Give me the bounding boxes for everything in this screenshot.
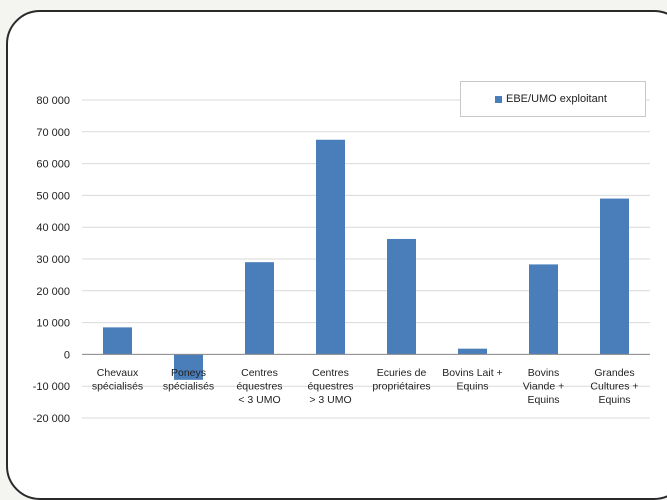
y-tick-label: -20 000 (33, 413, 70, 425)
bar (316, 139, 345, 355)
bar-chart: -20 000 -10 000 0 10 000 20 000 30 000 40 000 5… (33, 95, 650, 425)
y-tick-label: 50 000 (36, 190, 70, 202)
x-category-label: > 3 UMO (309, 394, 351, 406)
x-axis-category-labels: Chevaux spécialisés Poneys spécialisés Centr… (92, 367, 639, 406)
bar (103, 327, 132, 355)
x-category-label: Chevaux (97, 367, 139, 379)
bar (387, 238, 416, 355)
y-tick-label: 60 000 (36, 159, 70, 171)
gridlines (82, 99, 650, 419)
legend-label: EBE/UMO exploitant (506, 93, 607, 105)
bar (600, 198, 629, 355)
bar (174, 354, 203, 380)
x-category-label: spécialisés (92, 381, 143, 393)
bar (245, 262, 274, 355)
y-tick-label: 70 000 (36, 127, 70, 139)
bar (458, 348, 487, 355)
bars (103, 139, 629, 380)
legend: EBE/UMO exploitant (460, 81, 646, 117)
y-tick-label: 20 000 (36, 286, 70, 298)
x-category-label: Equins (456, 381, 488, 393)
x-category-label: spécialisés (163, 381, 214, 393)
x-category-label: Equins (527, 394, 559, 406)
y-tick-label: 40 000 (36, 222, 70, 234)
x-category-label: Viande + (523, 381, 565, 393)
x-category-label: Cultures + (590, 381, 638, 393)
y-tick-label: -10 000 (33, 381, 70, 393)
x-category-label: Ecuries de (377, 367, 427, 379)
x-category-label: équestres (307, 381, 353, 393)
y-tick-label: 10 000 (36, 318, 70, 330)
x-category-label: Bovins Lait + (442, 367, 502, 379)
y-tick-label: 80 000 (36, 95, 70, 107)
y-tick-label: 30 000 (36, 254, 70, 266)
y-tick-label: 0 (64, 349, 70, 361)
x-category-label: propriétaires (372, 381, 430, 393)
bar (529, 264, 558, 355)
x-category-label: équestres (236, 381, 282, 393)
x-category-label: < 3 UMO (238, 394, 280, 406)
legend-swatch (495, 95, 502, 103)
x-category-label: Centres (241, 367, 278, 379)
y-axis-tick-labels: -20 000 -10 000 0 10 000 20 000 30 000 40 000 5… (33, 95, 70, 425)
x-category-label: Poneys (171, 367, 206, 379)
x-category-label: Grandes (594, 367, 634, 379)
x-category-label: Bovins (528, 367, 560, 379)
x-category-label: Equins (598, 394, 630, 406)
x-category-label: Centres (312, 367, 349, 379)
